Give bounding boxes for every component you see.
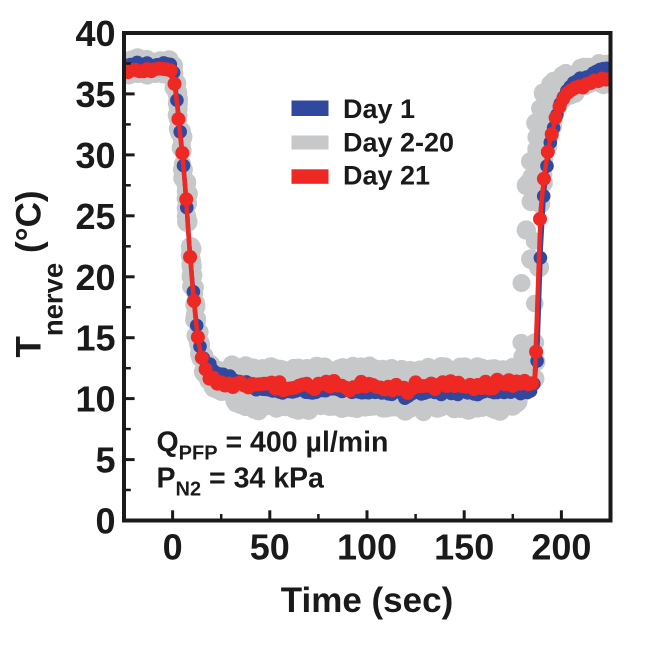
svg-text:Day 1: Day 1 bbox=[343, 94, 415, 124]
svg-text:10: 10 bbox=[75, 379, 115, 420]
svg-text:20: 20 bbox=[75, 257, 115, 298]
svg-text:40: 40 bbox=[75, 13, 115, 54]
svg-text:0: 0 bbox=[95, 501, 115, 542]
svg-text:100: 100 bbox=[337, 527, 397, 568]
svg-text:25: 25 bbox=[75, 196, 115, 237]
svg-text:0: 0 bbox=[163, 527, 183, 568]
svg-text:30: 30 bbox=[75, 135, 115, 176]
svg-text:Time (sec): Time (sec) bbox=[281, 581, 454, 620]
svg-text:15: 15 bbox=[75, 318, 115, 359]
svg-text:Day 2-20: Day 2-20 bbox=[343, 127, 454, 157]
svg-text:Day 21: Day 21 bbox=[343, 161, 430, 191]
svg-text:PN2 = 34 kPa: PN2 = 34 kPa bbox=[157, 463, 326, 501]
svg-text:50: 50 bbox=[250, 527, 290, 568]
svg-text:150: 150 bbox=[434, 527, 494, 568]
svg-text:5: 5 bbox=[95, 440, 115, 481]
svg-text:200: 200 bbox=[531, 527, 591, 568]
svg-text:35: 35 bbox=[75, 74, 115, 115]
